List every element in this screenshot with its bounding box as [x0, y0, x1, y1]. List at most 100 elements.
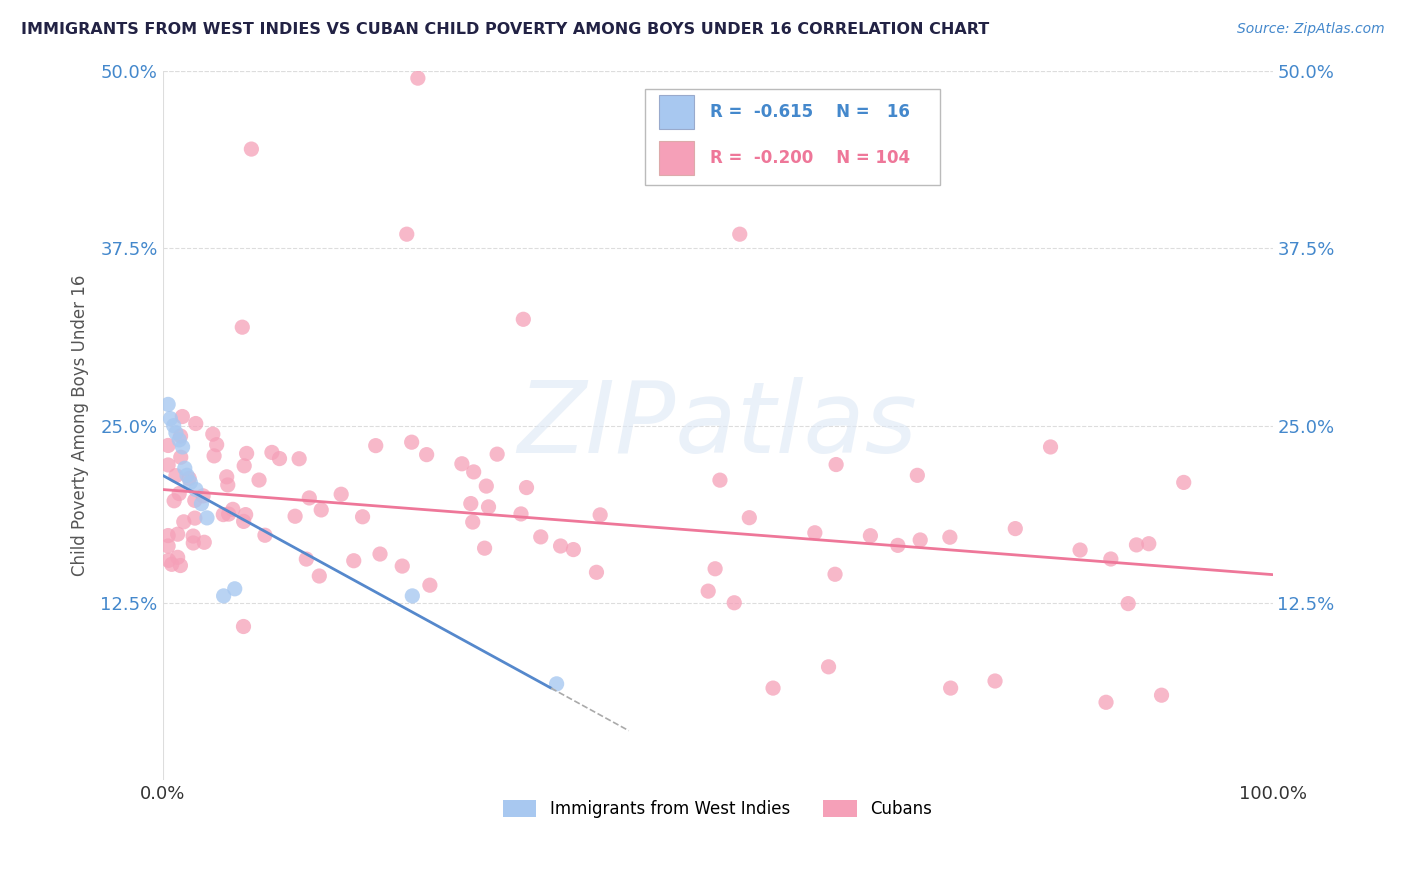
Point — [1173, 475, 1195, 490]
Point — [887, 538, 910, 552]
Y-axis label: Child Poverty Among Boys Under 16: Child Poverty Among Boys Under 16 — [72, 275, 89, 576]
Point — [824, 567, 846, 582]
Point — [157, 528, 180, 542]
Text: Source: ZipAtlas.com: Source: ZipAtlas.com — [1237, 22, 1385, 37]
Point — [202, 449, 225, 463]
Point — [825, 458, 848, 472]
Point — [723, 596, 745, 610]
Point — [709, 473, 731, 487]
FancyBboxPatch shape — [645, 89, 939, 185]
Point — [343, 554, 366, 568]
Point — [231, 320, 253, 334]
Point — [298, 491, 321, 505]
Point — [762, 681, 785, 695]
Point — [157, 397, 180, 411]
Point — [308, 569, 330, 583]
Point — [905, 468, 928, 483]
Point — [173, 515, 195, 529]
Point — [169, 429, 191, 443]
Point — [233, 458, 256, 473]
Legend: Immigrants from West Indies, Cubans: Immigrants from West Indies, Cubans — [496, 794, 939, 825]
Point — [169, 558, 191, 573]
Point — [939, 681, 962, 695]
Point — [461, 515, 484, 529]
Point — [165, 468, 187, 483]
Point — [232, 515, 254, 529]
Point — [510, 507, 533, 521]
Point — [184, 493, 207, 508]
FancyBboxPatch shape — [659, 95, 695, 129]
Point — [550, 539, 572, 553]
FancyBboxPatch shape — [659, 142, 695, 175]
Point — [176, 468, 198, 483]
Point — [463, 465, 485, 479]
Point — [401, 435, 423, 450]
Point — [218, 507, 240, 521]
Point — [163, 418, 186, 433]
Point — [401, 589, 423, 603]
Text: ZIPatlas: ZIPatlas — [517, 377, 918, 475]
Point — [179, 475, 201, 490]
Point — [224, 582, 246, 596]
Point — [460, 497, 482, 511]
Point — [235, 446, 257, 460]
Point — [585, 566, 607, 580]
Text: IMMIGRANTS FROM WEST INDIES VS CUBAN CHILD POVERTY AMONG BOYS UNDER 16 CORRELATI: IMMIGRANTS FROM WEST INDIES VS CUBAN CHI… — [21, 22, 990, 37]
Point — [406, 71, 429, 86]
Point — [1099, 552, 1122, 566]
Point — [167, 433, 190, 447]
Point — [172, 440, 194, 454]
Point — [232, 619, 254, 633]
Point — [704, 562, 727, 576]
Point — [166, 550, 188, 565]
Point — [1150, 688, 1173, 702]
Point — [160, 558, 183, 572]
Point — [477, 500, 499, 514]
Point — [170, 450, 193, 465]
Point — [190, 497, 212, 511]
Point — [217, 478, 239, 492]
Point — [173, 461, 195, 475]
Point — [172, 409, 194, 424]
Point — [166, 527, 188, 541]
Point — [368, 547, 391, 561]
Point — [247, 473, 270, 487]
Point — [486, 447, 509, 461]
Point — [184, 511, 207, 525]
Text: R =  -0.200    N = 104: R = -0.200 N = 104 — [710, 149, 910, 167]
Point — [364, 439, 387, 453]
Point — [475, 479, 498, 493]
Point — [235, 508, 257, 522]
Point — [181, 536, 204, 550]
Point — [184, 483, 207, 497]
Point — [697, 584, 720, 599]
Point — [309, 503, 332, 517]
Point — [984, 673, 1007, 688]
Point — [451, 457, 474, 471]
Point — [474, 541, 496, 556]
Point — [295, 552, 318, 566]
Point — [530, 530, 553, 544]
Point — [157, 438, 180, 452]
Point — [352, 509, 374, 524]
Point — [157, 458, 180, 472]
Point — [562, 542, 585, 557]
Point — [1137, 537, 1160, 551]
Point — [728, 227, 751, 242]
Point — [167, 486, 190, 500]
Point — [546, 677, 568, 691]
Point — [212, 508, 235, 522]
Point — [191, 489, 214, 503]
Point — [269, 451, 291, 466]
Point — [1039, 440, 1062, 454]
Point — [163, 493, 186, 508]
Point — [1095, 695, 1118, 709]
Point — [1004, 522, 1026, 536]
Point — [738, 510, 761, 524]
Point — [939, 530, 962, 544]
Point — [157, 553, 180, 567]
Point — [212, 589, 235, 603]
Point — [222, 502, 245, 516]
Point — [908, 533, 931, 547]
Point — [330, 487, 353, 501]
